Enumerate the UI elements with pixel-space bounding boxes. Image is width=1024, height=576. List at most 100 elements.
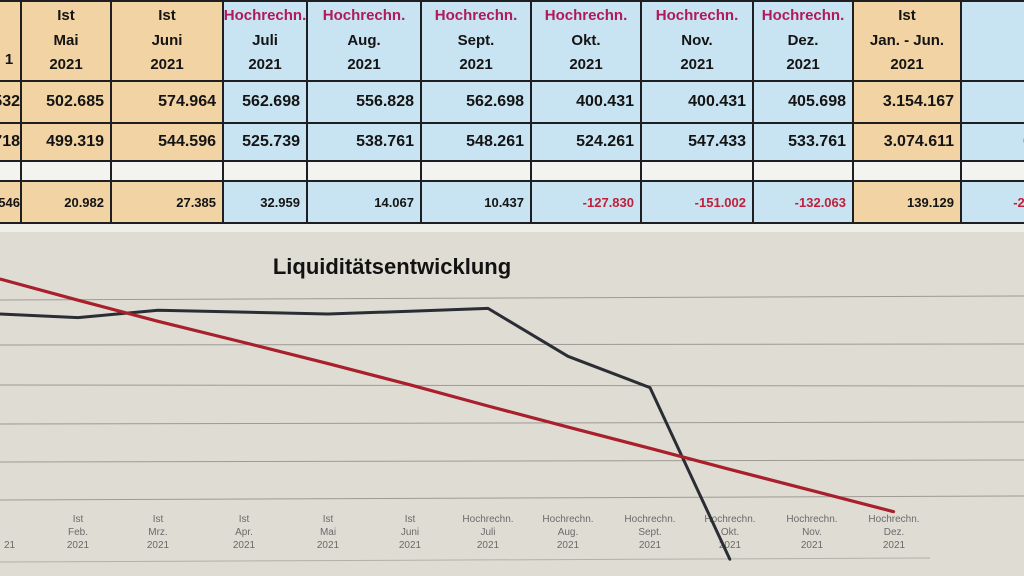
table-cell[interactable]: 533.761 bbox=[752, 122, 854, 162]
liquidity-table: 1 Ist Mai 2021 Ist Juni 2021 Hochrechn. Juli 2021… bbox=[0, 0, 1024, 232]
gridline bbox=[0, 384, 1024, 387]
column-header-6[interactable]: Hochrechn. Okt. 2021 bbox=[530, 0, 642, 82]
table-cell[interactable]: 556.828 bbox=[306, 80, 422, 124]
empty-cell[interactable] bbox=[420, 160, 532, 182]
table-cell[interactable]: 3.154.167 bbox=[852, 80, 962, 124]
column-header-7[interactable]: Hochrechn. Nov. 2021 bbox=[640, 0, 754, 82]
series-point-0 bbox=[0, 312, 2, 316]
table-cell[interactable]: 562.698 bbox=[420, 80, 532, 124]
table-cell[interactable]: 139.129 bbox=[852, 180, 962, 224]
column-header-9[interactable]: Ist Jan. - Jun. 2021 bbox=[852, 0, 962, 82]
x-tick-label: Nov. bbox=[802, 527, 822, 538]
column-header-2[interactable]: Ist Juni 2021 bbox=[110, 0, 224, 82]
column-header-line3: 1 bbox=[4, 50, 14, 68]
x-tick-label: Aug. bbox=[558, 527, 579, 538]
x-tick-label: 2021 bbox=[557, 540, 580, 551]
series-point-0 bbox=[566, 355, 570, 358]
column-header-line2: Juni bbox=[151, 31, 183, 49]
x-tick-label: Hochrechn. bbox=[868, 514, 919, 525]
column-header-line3: 2021 bbox=[248, 56, 282, 74]
column-header-line2: Mai bbox=[53, 31, 79, 49]
series-point-1 bbox=[892, 510, 896, 513]
series-point-0 bbox=[76, 316, 80, 319]
table-cell[interactable]: 32.959 bbox=[222, 180, 308, 224]
table-cell[interactable]: 548.261 bbox=[420, 122, 532, 162]
x-tick-label: Hochrechn. bbox=[704, 514, 755, 525]
series-line-1 bbox=[0, 277, 895, 514]
column-header-line3: 2021 bbox=[347, 56, 381, 74]
column-header-4[interactable]: Hochrechn. Aug. 2021 bbox=[306, 0, 422, 82]
empty-cell[interactable] bbox=[960, 160, 1024, 182]
empty-cell[interactable] bbox=[640, 160, 754, 182]
table-cell[interactable]: 574.964 bbox=[110, 80, 224, 124]
column-header-line2: Sept. bbox=[457, 31, 495, 49]
column-header-8[interactable]: Hochrechn. Dez. 2021 bbox=[752, 0, 854, 82]
x-tick-label: 21 bbox=[4, 540, 16, 551]
series-point-1 bbox=[326, 362, 330, 365]
table-cell[interactable]: 524.261 bbox=[530, 122, 642, 162]
table-cell[interactable]: 10.437 bbox=[420, 180, 532, 224]
table-cell[interactable]: 400.431 bbox=[530, 80, 642, 124]
table-cell[interactable]: 3.074.611 bbox=[852, 122, 962, 162]
empty-cell[interactable] bbox=[752, 160, 854, 182]
column-header-3[interactable]: Hochrechn. Juli 2021 bbox=[222, 0, 308, 82]
table-cell[interactable]: 405.698 bbox=[752, 80, 854, 124]
empty-cell[interactable] bbox=[222, 160, 308, 182]
x-tick-label: Ist bbox=[405, 514, 416, 525]
x-tick-label: Apr. bbox=[235, 527, 253, 538]
column-header-line1: Hochrechn. bbox=[322, 7, 406, 25]
x-tick-label: 2021 bbox=[399, 540, 422, 551]
series-point-1 bbox=[0, 277, 2, 281]
x-tick-label: Dez. bbox=[884, 527, 905, 538]
column-header-line1: Hochrechn. bbox=[761, 7, 845, 25]
table-cell[interactable]: -21 bbox=[960, 180, 1024, 224]
table-cell[interactable]: 562.698 bbox=[222, 80, 308, 124]
series-point-1 bbox=[156, 320, 160, 323]
column-header-line1: Ist bbox=[57, 7, 75, 25]
table-cell[interactable]: 20.982 bbox=[20, 180, 112, 224]
series-point-1 bbox=[408, 383, 412, 386]
table-cell[interactable]: 6 bbox=[960, 122, 1024, 162]
column-header-line1: Ist bbox=[158, 7, 176, 25]
table-cell[interactable]: 547.433 bbox=[640, 122, 754, 162]
empty-cell[interactable] bbox=[306, 160, 422, 182]
gridline bbox=[0, 421, 1024, 425]
empty-cell[interactable] bbox=[20, 160, 112, 182]
column-header-line1: Hochrechn. bbox=[434, 7, 518, 25]
column-header-5[interactable]: Hochrechn. Sept. 2021 bbox=[420, 0, 532, 82]
series-point-1 bbox=[486, 404, 490, 408]
table-cell[interactable]: 538.761 bbox=[306, 122, 422, 162]
empty-cell[interactable] bbox=[110, 160, 224, 182]
empty-cell[interactable] bbox=[530, 160, 642, 182]
column-header-1[interactable]: Ist Mai 2021 bbox=[20, 0, 112, 82]
table-cell[interactable]: 544.596 bbox=[110, 122, 224, 162]
table-cell[interactable]: -132.063 bbox=[752, 180, 854, 224]
table-cell[interactable]: 14.067 bbox=[306, 180, 422, 224]
column-header-line2: Juli bbox=[252, 31, 278, 49]
table-cell[interactable]: 499.319 bbox=[20, 122, 112, 162]
gridline bbox=[0, 295, 1024, 301]
table-cell[interactable]: 502.685 bbox=[20, 80, 112, 124]
empty-cell[interactable] bbox=[852, 160, 962, 182]
table-cell[interactable] bbox=[960, 80, 1024, 124]
x-tick-label: Mai bbox=[320, 527, 336, 538]
table-cell[interactable]: 400.431 bbox=[640, 80, 754, 124]
x-tick-label: Ist bbox=[153, 514, 164, 525]
column-header-line2: Jan. - Jun. bbox=[869, 31, 945, 49]
x-tick-label: Sept. bbox=[638, 527, 661, 538]
x-tick-label: Hochrechn. bbox=[462, 514, 513, 525]
column-header-10[interactable] bbox=[960, 0, 1024, 82]
x-tick-label: Juli bbox=[480, 527, 495, 538]
series-point-0 bbox=[156, 309, 160, 312]
table-cell[interactable]: -151.002 bbox=[640, 180, 754, 224]
table-cell[interactable]: 27.385 bbox=[110, 180, 224, 224]
column-header-line3: 2021 bbox=[890, 56, 924, 74]
table-cell[interactable]: -127.830 bbox=[530, 180, 642, 224]
column-header-line3: 2021 bbox=[49, 56, 83, 74]
table-cell[interactable]: 525.739 bbox=[222, 122, 308, 162]
gridline bbox=[0, 459, 1024, 463]
series-point-0 bbox=[242, 310, 246, 314]
series-point-1 bbox=[648, 447, 652, 450]
x-tick-label: 2021 bbox=[801, 540, 824, 551]
